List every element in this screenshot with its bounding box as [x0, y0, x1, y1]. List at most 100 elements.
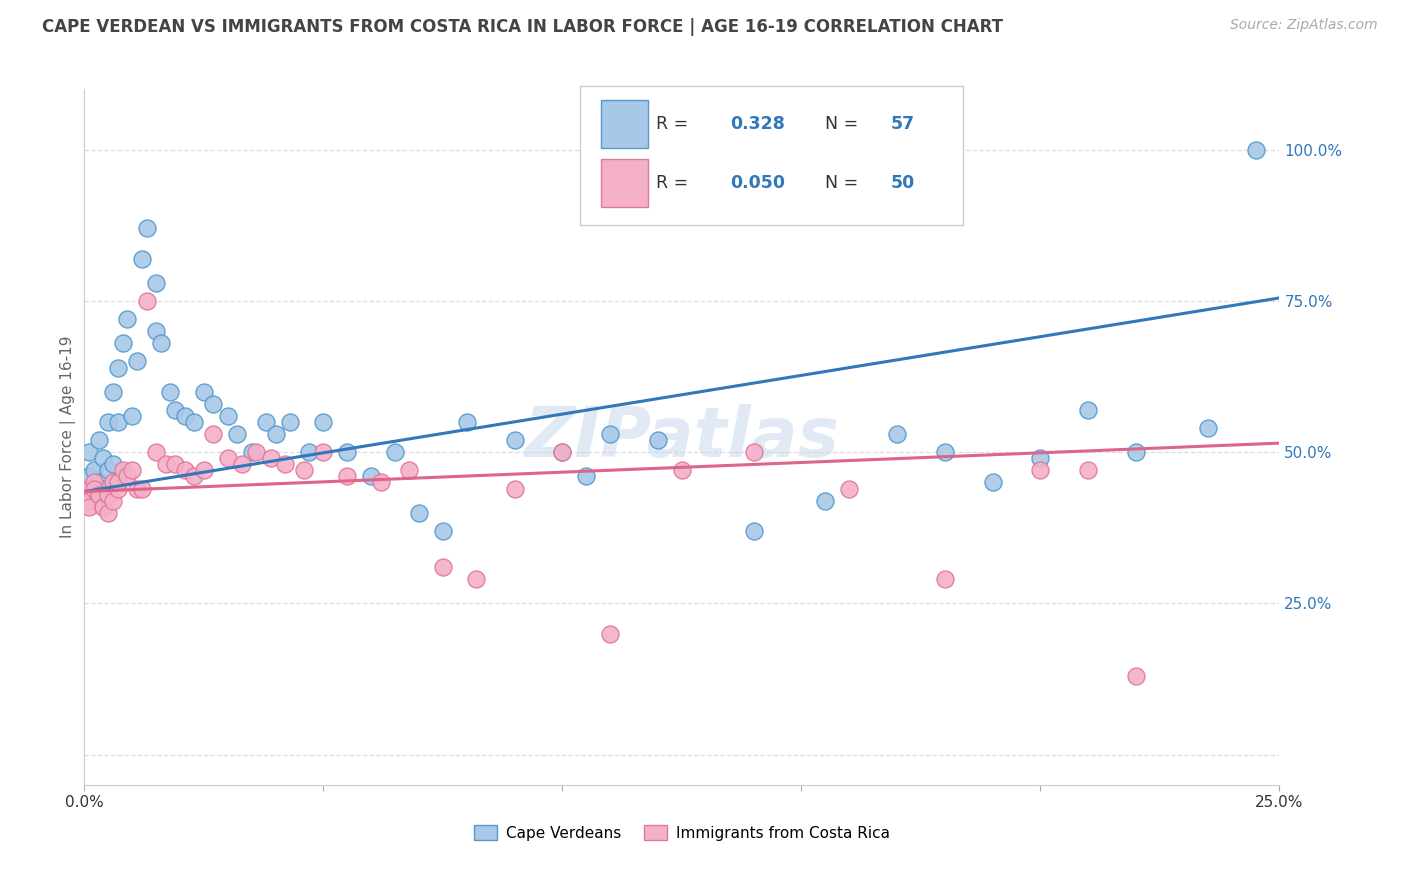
Point	[1077, 463, 1099, 477]
Point	[97, 506, 120, 520]
Point	[117, 469, 139, 483]
Point	[101, 493, 124, 508]
Point	[838, 482, 860, 496]
Point	[202, 397, 225, 411]
Point	[503, 482, 526, 496]
Point	[173, 409, 195, 423]
Point	[934, 445, 956, 459]
Point	[934, 572, 956, 586]
Point	[1029, 463, 1052, 477]
Point	[121, 463, 143, 477]
Point	[465, 572, 488, 586]
Point	[117, 312, 139, 326]
Point	[97, 487, 120, 501]
Point	[93, 451, 115, 466]
Point	[217, 451, 239, 466]
Point	[83, 482, 105, 496]
Point	[742, 524, 765, 538]
Y-axis label: In Labor Force | Age 16-19: In Labor Force | Age 16-19	[60, 335, 76, 539]
Point	[87, 475, 110, 490]
Point	[77, 445, 100, 459]
Point	[260, 451, 283, 466]
Point	[226, 427, 249, 442]
Point	[107, 415, 129, 429]
Point	[254, 415, 277, 429]
Point	[83, 463, 105, 477]
Point	[131, 252, 153, 266]
Point	[183, 415, 205, 429]
FancyBboxPatch shape	[581, 86, 963, 225]
Point	[240, 445, 263, 459]
Point	[121, 409, 143, 423]
Point	[1125, 669, 1147, 683]
Point	[145, 324, 167, 338]
Point	[77, 469, 100, 483]
Point	[111, 336, 134, 351]
Point	[981, 475, 1004, 490]
Point	[1077, 402, 1099, 417]
Point	[1244, 143, 1267, 157]
Point	[135, 293, 157, 308]
Point	[742, 445, 765, 459]
Point	[93, 500, 115, 514]
Point	[125, 354, 148, 368]
Point	[384, 445, 406, 459]
Point	[93, 482, 115, 496]
Point	[77, 500, 100, 514]
Point	[77, 482, 100, 496]
Text: R =: R =	[655, 174, 693, 192]
Point	[292, 463, 315, 477]
Point	[165, 458, 187, 472]
Text: ZIPatlas: ZIPatlas	[524, 403, 839, 471]
Point	[264, 427, 287, 442]
Point	[298, 445, 321, 459]
Point	[183, 469, 205, 483]
Point	[145, 445, 167, 459]
Point	[101, 475, 124, 490]
Point	[217, 409, 239, 423]
Point	[173, 463, 195, 477]
Point	[87, 487, 110, 501]
Point	[131, 482, 153, 496]
Point	[370, 475, 392, 490]
Point	[155, 458, 177, 472]
Point	[408, 506, 430, 520]
Point	[278, 415, 301, 429]
Point	[312, 415, 335, 429]
Point	[107, 475, 129, 490]
Point	[456, 415, 478, 429]
Point	[575, 469, 598, 483]
Point	[193, 463, 215, 477]
Point	[814, 493, 837, 508]
Point	[398, 463, 420, 477]
Point	[107, 360, 129, 375]
Point	[125, 482, 148, 496]
Point	[101, 458, 124, 472]
Point	[193, 384, 215, 399]
Point	[87, 487, 110, 501]
Point	[671, 463, 693, 477]
Point	[159, 384, 181, 399]
Point	[599, 427, 621, 442]
Legend: Cape Verdeans, Immigrants from Costa Rica: Cape Verdeans, Immigrants from Costa Ric…	[468, 819, 896, 847]
Text: CAPE VERDEAN VS IMMIGRANTS FROM COSTA RICA IN LABOR FORCE | AGE 16-19 CORRELATIO: CAPE VERDEAN VS IMMIGRANTS FROM COSTA RI…	[42, 18, 1002, 36]
Point	[274, 458, 297, 472]
FancyBboxPatch shape	[600, 100, 648, 148]
Point	[551, 445, 574, 459]
Point	[1125, 445, 1147, 459]
Text: N =: N =	[825, 174, 865, 192]
Point	[245, 445, 267, 459]
Point	[165, 402, 187, 417]
Point	[107, 482, 129, 496]
Point	[336, 445, 359, 459]
Point	[432, 560, 454, 574]
Text: N =: N =	[825, 115, 865, 133]
Text: 50: 50	[891, 174, 915, 192]
Point	[101, 384, 124, 399]
Point	[336, 469, 359, 483]
Text: 0.328: 0.328	[730, 115, 785, 133]
Point	[1029, 451, 1052, 466]
Point	[135, 221, 157, 235]
Point	[312, 445, 335, 459]
Point	[647, 433, 669, 447]
